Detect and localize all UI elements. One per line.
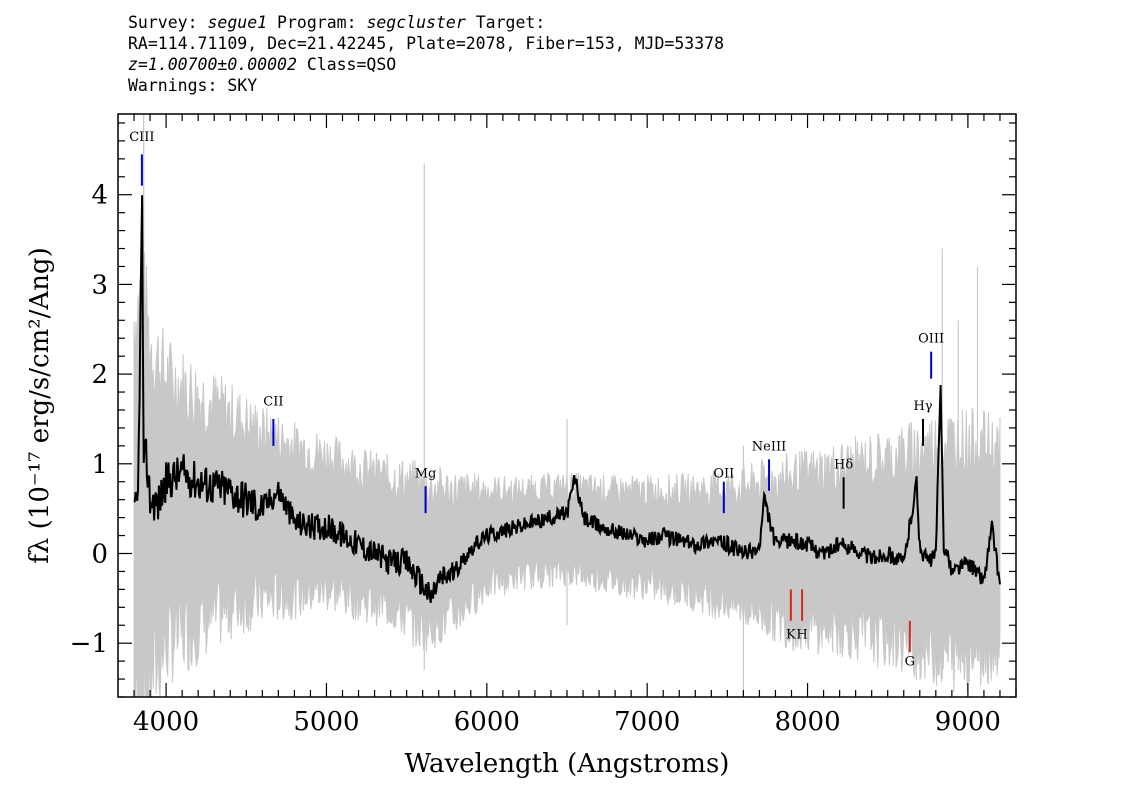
spectral-line-label: OIII xyxy=(918,332,944,347)
program-name: segcluster xyxy=(366,13,466,32)
x-tick-label: 5000 xyxy=(293,707,359,737)
y-tick-label: 3 xyxy=(91,270,108,300)
spectral-lines-group: CIII CII Mg OII NeIII Hδ Hγ OIII K H G xyxy=(129,130,944,670)
flux-group xyxy=(133,195,1001,604)
spectral-line-label: CIII xyxy=(129,130,154,145)
spectral-line-label: Mg xyxy=(415,466,437,481)
class-value: Class=QSO xyxy=(296,55,397,74)
y-tick-label: 0 xyxy=(91,539,108,569)
axes-group: 4000 5000 6000 7000 8000 9000 −1 0 1 2 3 4 xyxy=(70,114,1017,737)
spectral-line-label: H xyxy=(796,628,807,643)
y-tick-label: −1 xyxy=(70,629,108,659)
header-line-warnings: Warnings: SKY xyxy=(128,76,258,95)
error-envelope-group xyxy=(133,114,1001,697)
flux-line xyxy=(133,195,1001,604)
spectral-line-label: OII xyxy=(713,466,734,481)
y-tick-label: 2 xyxy=(91,360,108,390)
header-line-survey: Survey: segue1 Program: segcluster Targe… xyxy=(128,13,546,32)
x-tick-label: 7000 xyxy=(614,707,680,737)
redshift-value: z=1.00700±0.00002 xyxy=(128,55,297,74)
x-tick-label: 9000 xyxy=(935,707,1001,737)
spectral-line-label: Hγ xyxy=(913,399,932,414)
y-axis-label: fλ (10⁻¹⁷ erg/s/cm²/Ang) xyxy=(25,247,55,563)
spectral-line-label: NeIII xyxy=(752,439,786,454)
header-line-redshift: z=1.00700±0.00002 Class=QSO xyxy=(128,54,724,75)
spectral-line-label: G xyxy=(905,655,915,670)
x-tick-label: 4000 xyxy=(133,707,199,737)
y-tick-label: 4 xyxy=(91,181,108,211)
x-tick-label: 6000 xyxy=(454,707,520,737)
header-line-coords: RA=114.71109, Dec=21.42245, Plate=2078, … xyxy=(128,34,725,53)
x-tick-label: 8000 xyxy=(774,707,840,737)
spectral-line-label: Hδ xyxy=(834,457,853,472)
spectral-line-label: K xyxy=(786,628,796,643)
y-tick-label: 1 xyxy=(91,450,108,480)
spectrum-header: Survey: segue1 Program: segcluster Targe… xyxy=(128,12,724,96)
survey-name: segue1 xyxy=(207,13,268,32)
spectral-line-label: CII xyxy=(263,395,283,410)
x-axis-label: Wavelength (Angstroms) xyxy=(405,749,730,779)
